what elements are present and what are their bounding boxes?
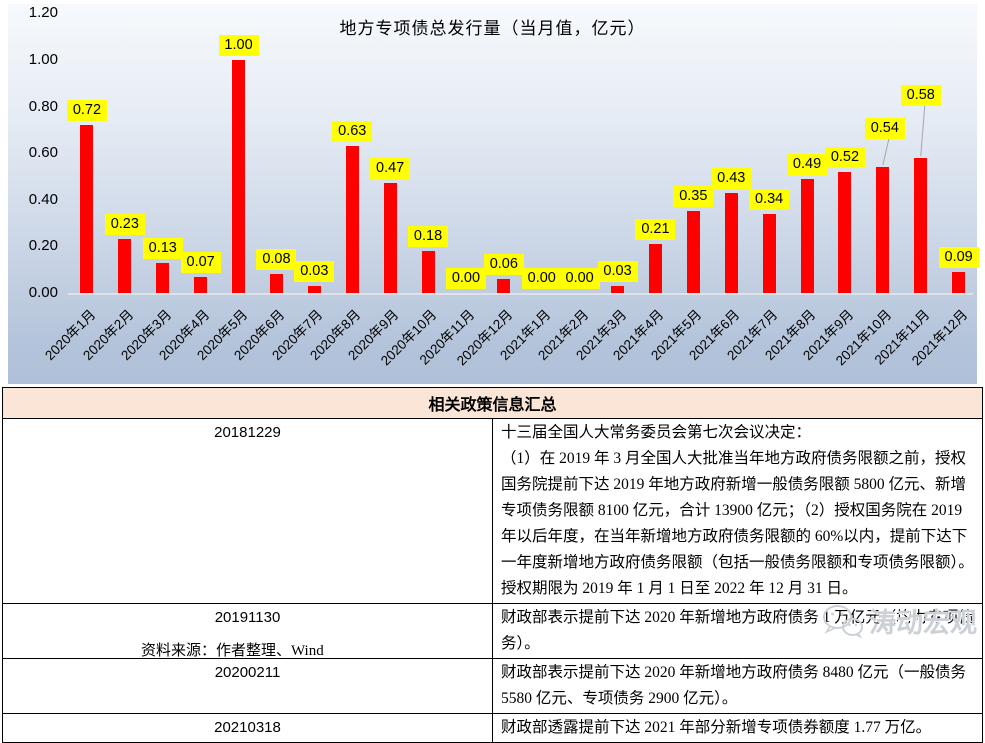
bar-value-label: 0.00 bbox=[559, 268, 600, 289]
policy-content-cell: 财政部透露提前下达 2021 年部分新增专项债券额度 1.77 万亿。 bbox=[492, 713, 983, 743]
bar bbox=[345, 146, 359, 293]
watermark: 涛动宏观 bbox=[822, 601, 977, 640]
bar bbox=[118, 239, 132, 293]
bar bbox=[952, 272, 966, 293]
bar bbox=[914, 158, 928, 293]
source-note: 资料来源：作者整理、Wind bbox=[141, 643, 324, 659]
chart-title: 地方专项债总发行量（当月值，亿元） bbox=[339, 19, 646, 38]
bar bbox=[232, 60, 246, 293]
bar-value-label: 0.00 bbox=[521, 268, 562, 289]
y-tick-label: 0.60 bbox=[28, 144, 58, 162]
policy-date-cell: 20200211 bbox=[2, 658, 493, 714]
bar bbox=[611, 286, 625, 293]
bar bbox=[80, 125, 94, 293]
bar-value-label: 0.21 bbox=[635, 219, 676, 240]
policy-content-cell: 十三届全国人大常务委员会第七次会议决定： （1）在 2019 年 3 月全国人大… bbox=[492, 418, 983, 604]
table-row: 20200211 财政部表示提前下达 2020 年新增地方政府债务 8480 亿元… bbox=[2, 658, 983, 714]
y-tick-label: 0.40 bbox=[28, 190, 58, 208]
bar-value-label: 0.72 bbox=[66, 100, 107, 121]
y-tick-label: 0.80 bbox=[28, 97, 58, 115]
bar-value-label: 0.13 bbox=[142, 238, 183, 259]
bar-value-label: 0.47 bbox=[370, 158, 411, 179]
bar-value-label: 0.03 bbox=[294, 261, 335, 282]
y-tick-label: 1.00 bbox=[28, 51, 58, 68]
bar-value-label: 0.23 bbox=[104, 214, 145, 235]
bar bbox=[686, 211, 700, 293]
bar-value-label: 0.43 bbox=[711, 168, 752, 189]
y-tick-label: 1.20 bbox=[28, 4, 58, 22]
table-header-row: 相关政策信息汇总 bbox=[2, 387, 983, 419]
bar bbox=[194, 277, 208, 293]
bar-value-label: 0.03 bbox=[597, 261, 638, 282]
table-row: 20191130 财政部表示提前下达 2020 年新增地方政府债务 1 万亿元（均… bbox=[2, 603, 983, 659]
bar-value-label: 0.49 bbox=[787, 154, 828, 175]
bar bbox=[497, 279, 511, 293]
bar-value-label: 0.52 bbox=[824, 147, 865, 168]
bar bbox=[724, 193, 738, 293]
bar bbox=[762, 214, 776, 293]
bar-value-label: 0.09 bbox=[938, 247, 979, 268]
bar-value-label: 0.35 bbox=[673, 186, 714, 207]
x-axis-line bbox=[68, 293, 973, 295]
bar-value-label: 0.08 bbox=[256, 249, 297, 270]
bar-value-label: 0.07 bbox=[180, 252, 221, 273]
policy-date-cell: 20210318 bbox=[2, 713, 493, 743]
policy-content-cell: 财政部表示提前下达 2020 年新增地方政府债务 1 万亿元（均为专项债务）。 bbox=[492, 603, 983, 659]
bar bbox=[876, 167, 890, 293]
bar-value-label: 0.54 bbox=[864, 118, 905, 139]
table-row: 20181229 十三届全国人大常务委员会第七次会议决定： （1）在 2019 年… bbox=[2, 418, 983, 604]
bar bbox=[800, 179, 814, 293]
policy-content-cell: 财政部表示提前下达 2020 年新增地方政府债务 8480 亿元（一般债务 55… bbox=[492, 658, 983, 714]
bar bbox=[838, 172, 852, 293]
bar bbox=[156, 263, 170, 293]
policy-table: 相关政策信息汇总 20181229 十三届全国人大常务委员会第七次会议决定： （1… bbox=[2, 387, 983, 743]
table-title: 相关政策信息汇总 bbox=[2, 387, 983, 419]
bar-value-label: 0.63 bbox=[332, 121, 373, 142]
watermark-text: 涛动宏观 bbox=[869, 608, 977, 638]
bar-value-label: 1.00 bbox=[218, 35, 259, 56]
y-tick-label: 0.20 bbox=[28, 237, 58, 255]
bar-chart: 地方专项债总发行量（当月值，亿元） 0.00 0.20 0.40 0.60 0.80 1.… bbox=[8, 4, 979, 384]
bar bbox=[421, 251, 435, 293]
bar-value-label: 0.06 bbox=[483, 254, 524, 275]
bar bbox=[383, 183, 397, 293]
bar bbox=[307, 286, 321, 293]
bar-value-label: 0.18 bbox=[408, 226, 449, 247]
bar-value-label: 0.34 bbox=[749, 189, 790, 210]
y-tick-label: 0.00 bbox=[28, 284, 58, 301]
bar bbox=[269, 274, 283, 293]
policy-date-cell: 20181229 bbox=[2, 418, 493, 604]
bar-value-label: 0.00 bbox=[445, 268, 486, 289]
wechat-icon bbox=[823, 604, 863, 638]
table-row: 20210318 财政部透露提前下达 2021 年部分新增专项债券额度 1.77 … bbox=[2, 713, 983, 743]
bar-value-label: 0.58 bbox=[900, 85, 941, 106]
bar bbox=[648, 244, 662, 293]
